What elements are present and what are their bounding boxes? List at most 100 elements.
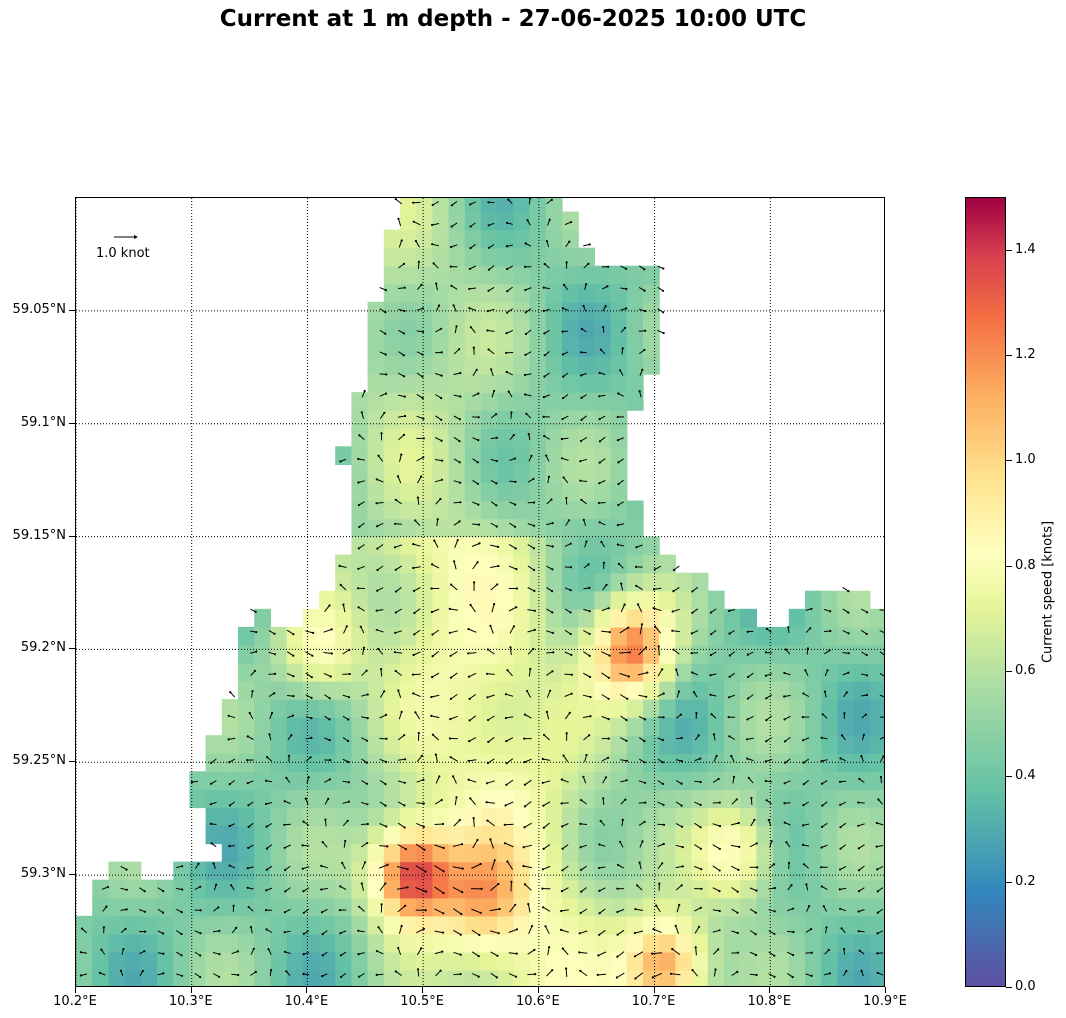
current-arrow	[361, 883, 364, 891]
speed-cell	[675, 951, 693, 971]
speed-cell	[545, 897, 563, 917]
speed-cell	[675, 753, 693, 772]
current-arrow-head	[363, 389, 366, 393]
speed-cell	[675, 897, 693, 917]
speed-cell	[464, 897, 482, 917]
speed-cell	[448, 590, 466, 610]
colorbar-tick	[1006, 881, 1012, 883]
speed-cell	[383, 699, 401, 718]
speed-cell	[238, 626, 255, 646]
current-arrow-head	[404, 758, 407, 761]
current-arrow-head	[403, 395, 406, 398]
current-arrow-head	[644, 646, 648, 649]
current-arrow-head	[551, 631, 554, 634]
speed-cell	[400, 283, 417, 303]
current-arrow-head	[690, 632, 693, 635]
lat-label: 59.25°N	[12, 753, 66, 769]
current-arrow-head	[414, 239, 417, 243]
speed-cell	[545, 428, 563, 447]
current-arrow-head	[710, 713, 713, 716]
current-arrow	[453, 372, 461, 375]
speed-cell	[740, 897, 757, 917]
current-arrow-head	[728, 632, 731, 635]
current-arrow	[450, 672, 458, 679]
current-arrow-head	[441, 931, 445, 934]
current-arrow	[361, 823, 368, 825]
speed-cell	[432, 500, 450, 520]
current-arrow-head	[787, 861, 791, 865]
current-arrow-head	[644, 801, 647, 804]
current-arrow-head	[393, 546, 397, 549]
speed-cell	[610, 663, 628, 682]
speed-cell	[805, 879, 822, 899]
speed-cell	[724, 663, 741, 682]
speed-cell	[562, 951, 579, 971]
speed-cell	[189, 915, 207, 935]
current-arrow	[468, 779, 477, 783]
speed-cell	[400, 536, 417, 556]
speed-cell	[707, 608, 725, 628]
current-arrow	[601, 694, 609, 700]
current-arrow	[376, 502, 384, 504]
speed-cell	[772, 735, 790, 754]
speed-cell	[788, 951, 806, 971]
speed-cell	[92, 951, 109, 971]
current-arrow-head	[468, 719, 471, 722]
speed-cell	[594, 915, 612, 935]
speed-cell	[529, 969, 547, 986]
current-arrow-head	[338, 564, 341, 567]
current-arrow-head	[643, 740, 646, 743]
speed-cell	[545, 951, 563, 971]
current-arrow	[582, 776, 587, 784]
speed-cell	[594, 626, 612, 646]
speed-cell	[400, 897, 417, 917]
speed-cell	[254, 681, 271, 700]
current-arrow-head	[360, 411, 363, 414]
current-arrow	[639, 841, 643, 848]
current-arrow-head	[228, 783, 231, 786]
speed-cell	[691, 699, 709, 718]
current-arrow-head	[283, 931, 286, 934]
speed-cell	[302, 843, 320, 863]
current-arrow	[490, 951, 498, 957]
current-arrow-head	[565, 967, 568, 970]
current-arrow-head	[477, 523, 480, 526]
speed-cell	[432, 699, 450, 718]
speed-cell	[837, 933, 855, 953]
speed-cell	[302, 771, 320, 790]
current-arrow-head	[605, 583, 608, 586]
current-arrow-head	[360, 882, 363, 885]
current-arrow	[658, 646, 660, 656]
speed-cell	[302, 951, 320, 971]
current-arrow	[342, 694, 350, 698]
speed-cell	[383, 717, 401, 736]
current-arrow-head	[420, 947, 423, 950]
current-arrow-head	[550, 198, 553, 201]
current-arrow-head	[431, 203, 434, 207]
current-arrow	[546, 630, 554, 634]
current-arrow	[579, 930, 588, 934]
speed-cell	[335, 879, 352, 899]
current-arrow	[840, 822, 847, 828]
current-arrow-head	[657, 645, 660, 648]
current-arrow-head	[283, 846, 286, 849]
speed-cell	[383, 644, 401, 664]
speed-cell	[513, 518, 531, 538]
current-arrow	[523, 844, 533, 848]
speed-cell	[497, 374, 514, 393]
speed-cell	[270, 771, 288, 790]
current-arrow	[505, 716, 514, 719]
current-arrow-head	[522, 864, 525, 868]
current-arrow	[435, 970, 441, 977]
current-arrow-head	[302, 932, 305, 935]
speed-cell	[367, 536, 385, 556]
current-arrow-head	[842, 947, 846, 951]
current-arrow-head	[717, 777, 720, 781]
speed-cell	[157, 879, 174, 899]
current-arrow	[379, 373, 387, 375]
current-arrow	[343, 626, 348, 634]
current-arrow-head	[747, 675, 750, 679]
current-arrow	[434, 799, 442, 805]
current-arrow-head	[515, 952, 518, 955]
speed-cell	[740, 933, 757, 953]
